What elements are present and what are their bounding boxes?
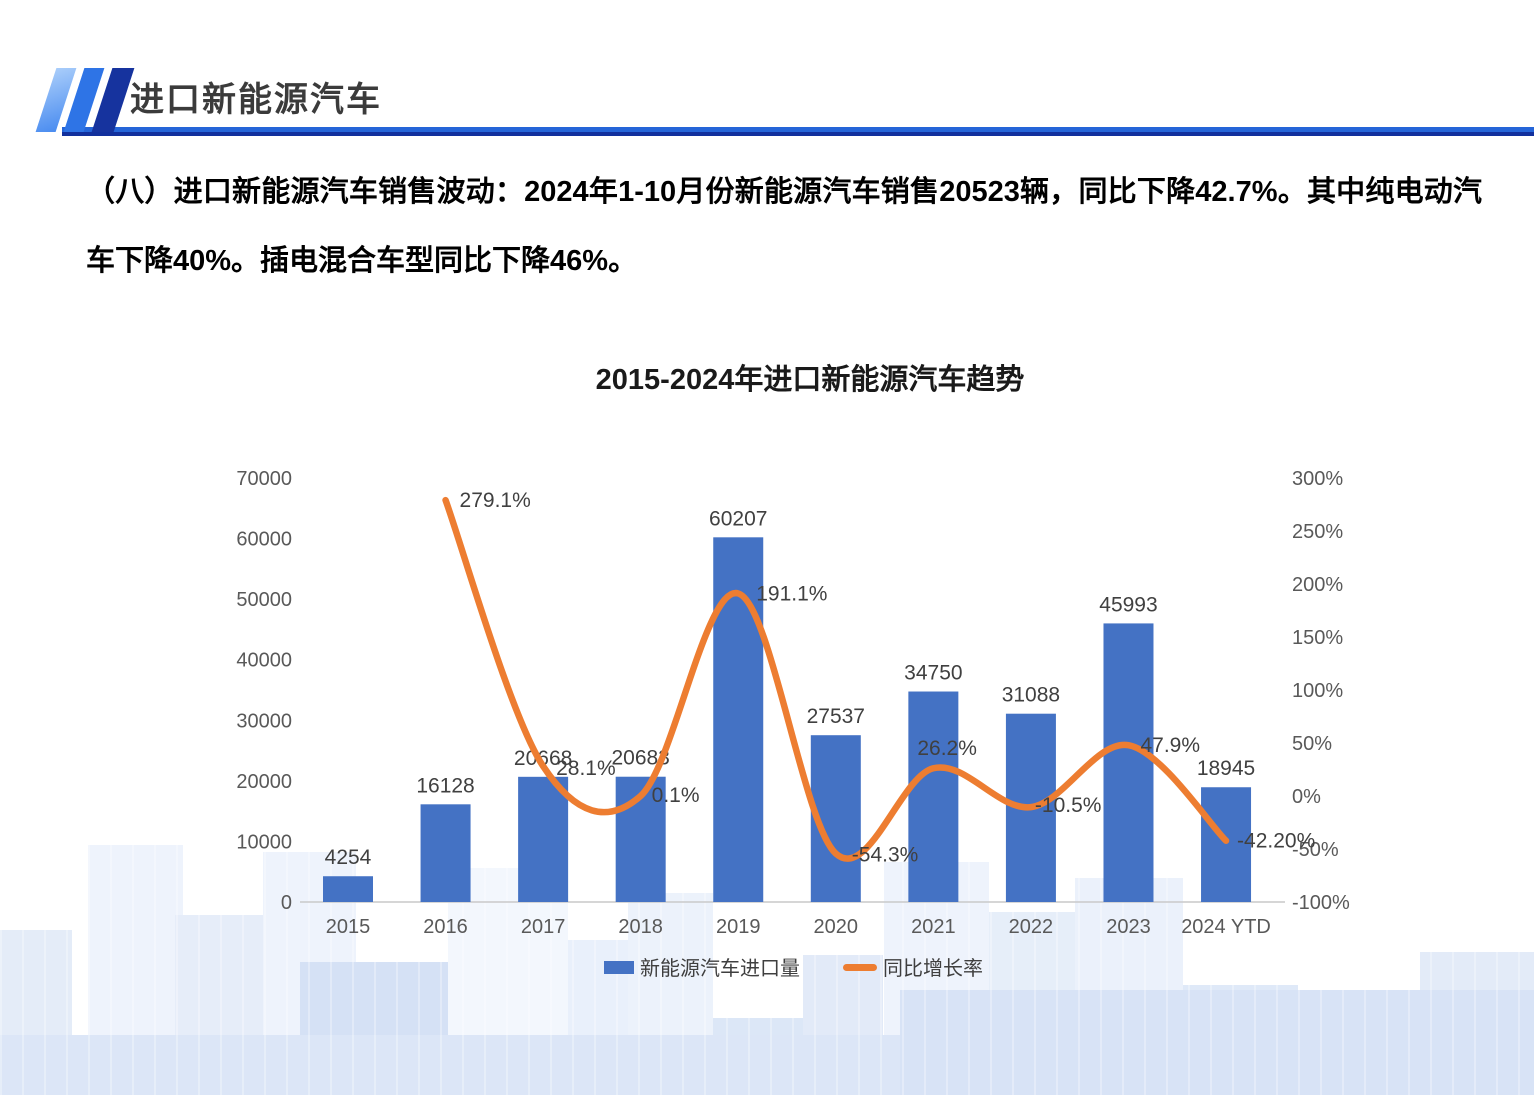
bar-2015 (323, 876, 373, 902)
skyline-background (0, 820, 1534, 1095)
growth-rate-label: 191.1% (756, 582, 827, 605)
right-axis-tick: -50% (1292, 839, 1339, 861)
growth-rate-label: 28.1% (556, 757, 616, 780)
trend-chart: 0 10000 20000 30000 40000 50000 60000 70000 -100… (236, 468, 1350, 980)
left-axis-tick: 70000 (236, 468, 292, 490)
bar-value-label: 31088 (1002, 684, 1060, 707)
bar-value-label: 20683 (611, 747, 669, 770)
left-axis-tick: 10000 (236, 831, 292, 853)
x-axis-label: 2021 (911, 916, 956, 938)
left-axis-tick: 30000 (236, 710, 292, 732)
bar-value-label: 16128 (416, 774, 474, 797)
x-axis-label: 2024 YTD (1181, 916, 1271, 938)
bar-value-label: 4254 (325, 846, 372, 869)
x-axis-label: 2018 (618, 916, 663, 938)
x-axis-label: 2016 (423, 916, 468, 938)
bar-2019 (713, 537, 764, 902)
left-axis-tick: 40000 (236, 650, 292, 672)
growth-rate-label: -42.20% (1237, 830, 1315, 853)
right-axis-tick: 150% (1292, 627, 1343, 649)
chart-title: 2015-2024年进口新能源汽车趋势 (595, 364, 1025, 396)
page-title: 进口新能源汽车 (130, 81, 382, 119)
bar-2023 (1103, 623, 1154, 902)
right-axis-tick: 0% (1292, 786, 1321, 808)
right-axis-tick: 250% (1292, 521, 1343, 543)
right-axis-tick: -100% (1292, 892, 1350, 914)
left-axis-tick: 20000 (236, 771, 292, 793)
growth-rate-label: -54.3% (852, 844, 919, 867)
x-axis-label: 2023 (1106, 916, 1151, 938)
legend-bar-swatch (604, 961, 634, 974)
growth-rate-label: 0.1% (652, 784, 700, 807)
bar-2021 (908, 691, 959, 902)
right-axis-tick: 300% (1292, 468, 1343, 490)
x-axis-label: 2020 (814, 916, 859, 938)
bar-value-label: 60207 (709, 507, 767, 530)
bar-value-label: 45993 (1099, 593, 1157, 616)
summary-paragraph: （八）进口新能源汽车销售波动：2024年1-10月份新能源汽车销售20523辆，… (86, 176, 1482, 277)
left-axis-tick: 60000 (236, 529, 292, 551)
left-axis-tick: 0 (281, 892, 292, 914)
legend-bar-label: 新能源汽车进口量 (640, 957, 800, 980)
bar-value-label: 18945 (1197, 757, 1255, 780)
bar-2017 (518, 776, 569, 902)
x-axis-label: 2017 (521, 916, 566, 938)
growth-rate-label: 279.1% (460, 489, 531, 512)
right-axis-tick: 50% (1292, 733, 1332, 755)
bar-value-label: 27537 (807, 705, 865, 728)
x-axis-label: 2015 (326, 916, 371, 938)
left-axis-tick: 50000 (236, 589, 292, 611)
growth-rate-line (442, 496, 1230, 862)
bar-value-label: 20668 (514, 747, 572, 770)
bar-value-label: 34750 (904, 662, 962, 685)
header-divider (62, 127, 1534, 136)
growth-rate-label: -10.5% (1035, 794, 1102, 817)
right-axis-tick: 200% (1292, 574, 1343, 596)
right-axis-tick: 100% (1292, 680, 1343, 702)
x-axis-label: 2022 (1009, 916, 1053, 938)
growth-rate-label: 47.9% (1140, 734, 1200, 757)
legend-line-swatch (843, 964, 877, 971)
legend-line-label: 同比增长率 (883, 957, 983, 980)
bar-2024 YTD (1201, 787, 1252, 902)
bar-2016 (420, 804, 471, 902)
x-axis-label: 2019 (716, 916, 761, 938)
growth-rate-label: 26.2% (917, 737, 977, 760)
